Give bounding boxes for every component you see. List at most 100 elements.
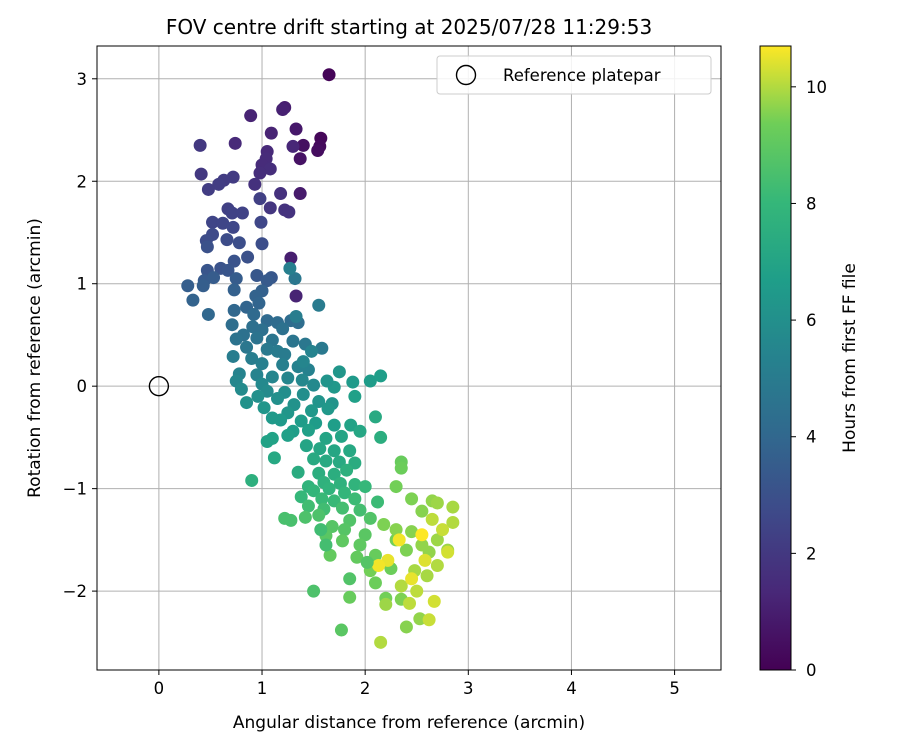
colorbar: 0 2 4 6 8 10 Hours from first FF file (759, 45, 860, 680)
data-point (422, 613, 436, 627)
data-point (320, 374, 334, 388)
data-point (346, 375, 360, 389)
data-point (251, 389, 265, 403)
data-point (334, 429, 348, 443)
data-point (240, 396, 254, 410)
data-point (327, 418, 341, 432)
data-point (225, 206, 239, 220)
data-point (296, 387, 310, 401)
data-point (283, 261, 297, 275)
data-point (200, 240, 214, 254)
y-tick-label: 3 (77, 70, 88, 89)
data-point (446, 515, 460, 529)
data-point (263, 201, 277, 215)
data-point (305, 404, 319, 418)
x-axis-label: Angular distance from reference (arcmin) (233, 713, 585, 733)
data-point (374, 369, 388, 383)
colorbar-tick-label: 10 (806, 78, 827, 97)
data-point (334, 623, 348, 637)
data-point (289, 122, 303, 136)
data-point (253, 166, 267, 180)
data-point (206, 215, 220, 229)
data-point (399, 543, 413, 557)
data-point (374, 635, 388, 649)
data-point (244, 109, 258, 123)
y-tick-label: −2 (63, 582, 87, 601)
data-point (274, 187, 288, 201)
y-axis-label: Rotation from reference (arcmin) (25, 218, 45, 498)
data-point (363, 511, 377, 525)
data-point (358, 480, 372, 494)
data-point (379, 597, 393, 611)
data-point (254, 215, 268, 229)
data-point (248, 177, 262, 191)
data-point (305, 344, 319, 358)
data-point (245, 473, 259, 487)
data-point (415, 528, 429, 542)
data-point (343, 444, 357, 458)
legend: Reference platepar (436, 55, 712, 95)
data-point (327, 467, 341, 481)
data-point (260, 435, 274, 449)
data-point (418, 553, 432, 567)
data-point (436, 523, 450, 537)
data-point (340, 463, 354, 477)
data-point (267, 451, 281, 465)
legend-entry-label: Reference platepar (503, 66, 661, 85)
data-point (348, 492, 362, 506)
data-point (250, 269, 264, 283)
data-point (225, 318, 239, 332)
data-point (307, 484, 321, 498)
data-point (207, 271, 221, 285)
legend-marker-icon (455, 64, 477, 86)
reference-platepar-marker (148, 375, 170, 397)
data-point (312, 508, 326, 522)
data-point (289, 289, 303, 303)
data-point (181, 279, 195, 293)
data-point (296, 355, 310, 369)
data-point (234, 382, 248, 396)
data-point (321, 402, 335, 416)
data-point (193, 138, 207, 152)
data-point (325, 520, 339, 534)
x-tick-label: 3 (463, 679, 474, 698)
data-point (226, 220, 240, 234)
data-point (372, 558, 386, 572)
data-point (220, 233, 234, 247)
data-point (335, 534, 349, 548)
data-point (327, 444, 341, 458)
data-point (307, 378, 321, 392)
x-tick-label: 0 (154, 679, 165, 698)
colorbar-tick-label: 4 (806, 428, 817, 447)
data-point (301, 423, 315, 437)
data-point (319, 431, 333, 445)
data-point (348, 389, 362, 403)
data-point (343, 590, 357, 604)
data-point (253, 192, 267, 206)
x-tick-label: 2 (360, 679, 371, 698)
data-point (274, 413, 288, 427)
x-tick-label: 5 (669, 679, 680, 698)
data-point (260, 274, 274, 288)
colorbar-tick-label: 0 (806, 661, 817, 680)
data-point (247, 307, 261, 321)
data-point (291, 465, 305, 479)
data-point (415, 504, 429, 518)
data-point (358, 528, 372, 542)
data-point (332, 365, 346, 379)
data-point (394, 579, 408, 593)
data-point (229, 332, 243, 346)
data-point (284, 251, 298, 265)
data-point (281, 371, 295, 385)
data-point (350, 550, 364, 564)
data-point (227, 303, 241, 317)
data-point (250, 331, 264, 345)
data-point (252, 296, 266, 310)
data-point (294, 414, 308, 428)
data-point (343, 572, 357, 586)
data-point (313, 442, 327, 456)
data-point (298, 510, 312, 524)
data-point (319, 538, 333, 552)
data-point (293, 187, 307, 201)
data-point (315, 492, 329, 506)
